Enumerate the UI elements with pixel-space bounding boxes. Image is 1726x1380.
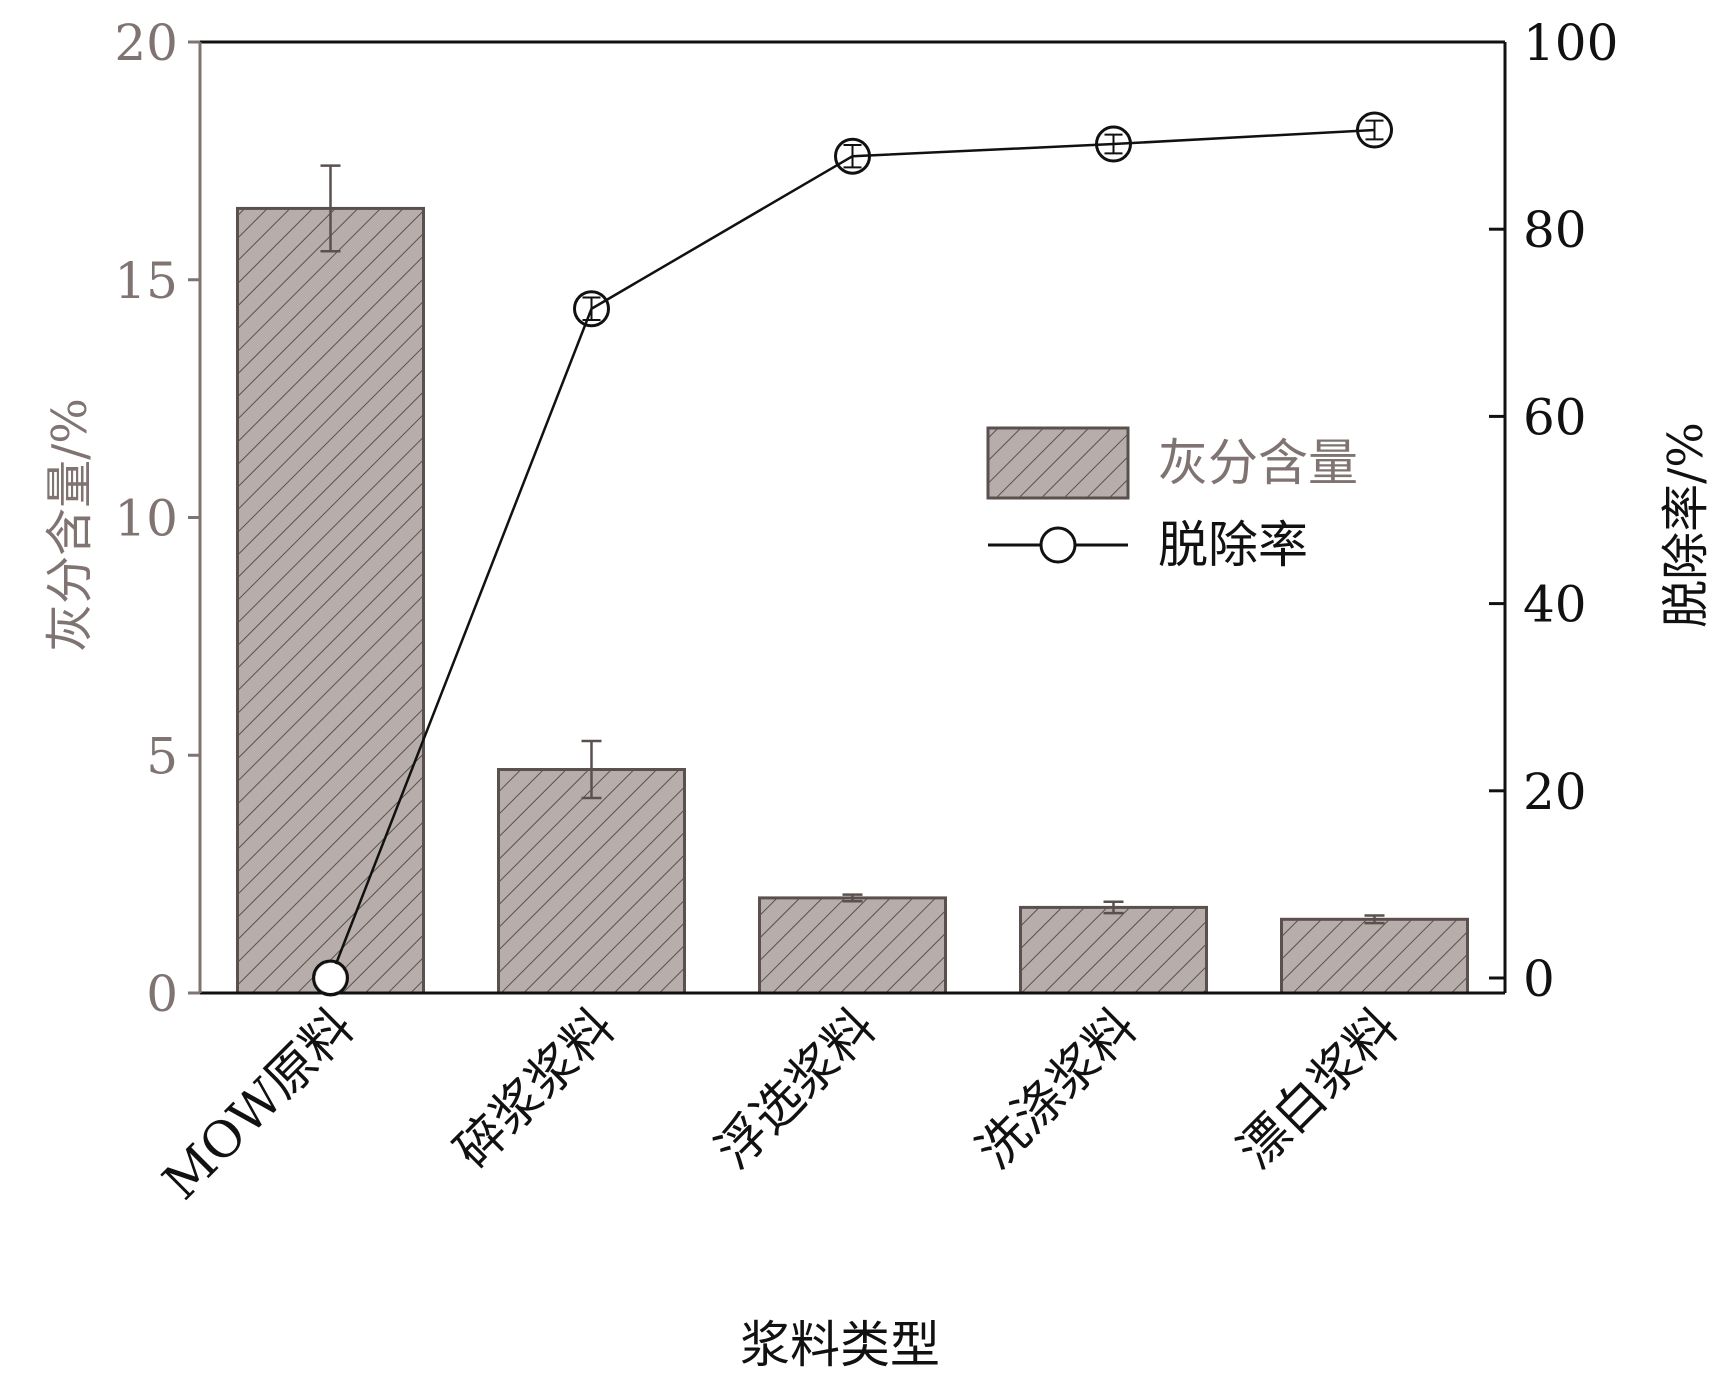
line-point-marker — [573, 290, 610, 328]
line-point-marker — [312, 959, 349, 997]
line-point-marker — [1095, 125, 1132, 163]
legend-line-marker — [1039, 526, 1077, 564]
x-tick-label: MOW原料 — [152, 997, 365, 1210]
y-right-tick-label: 0 — [1523, 950, 1555, 1008]
bar — [1019, 905, 1208, 995]
legend-line-label: 脱除率 — [1158, 516, 1308, 574]
y-axis-left-label: 灰分含量/% — [42, 398, 98, 652]
y-right-tick-label: 60 — [1523, 388, 1587, 446]
y-left-tick-label: 0 — [146, 965, 178, 1023]
legend: 灰分含量 脱除率 — [986, 426, 1358, 574]
y-left-tick-label: 5 — [146, 727, 178, 785]
y-right-tick-label: 40 — [1523, 576, 1587, 634]
bar — [236, 206, 425, 995]
y-left-tick-label: 20 — [114, 14, 178, 72]
bar — [1280, 917, 1469, 995]
legend-bar-label: 灰分含量 — [1158, 434, 1358, 492]
bar — [497, 768, 686, 995]
y-right-tick-label: 100 — [1523, 14, 1618, 72]
y-right-tick-label: 20 — [1523, 763, 1587, 821]
x-tick-label: 浮选浆料 — [705, 997, 887, 1179]
x-tick-label: 碎浆浆料 — [444, 997, 626, 1179]
y-axis-right-label: 脱除率/% — [1658, 422, 1714, 628]
bar-series — [236, 206, 1469, 995]
x-axis-label: 浆料类型 — [740, 1316, 940, 1374]
x-tick-label: 漂白浆料 — [1227, 997, 1409, 1179]
y-left-tick-label: 10 — [114, 490, 178, 548]
y-right-tick-label: 80 — [1523, 201, 1587, 259]
bar-error-bars — [320, 164, 1385, 925]
legend-bar-swatch — [986, 426, 1130, 500]
line-point-marker — [834, 137, 871, 175]
x-tick-label: 洗涤浆料 — [966, 997, 1148, 1179]
line-series — [312, 111, 1393, 997]
bar — [758, 896, 947, 995]
y-left-tick-label: 15 — [114, 252, 178, 310]
line-point-fill — [315, 963, 346, 993]
line-point-marker — [1356, 111, 1393, 149]
